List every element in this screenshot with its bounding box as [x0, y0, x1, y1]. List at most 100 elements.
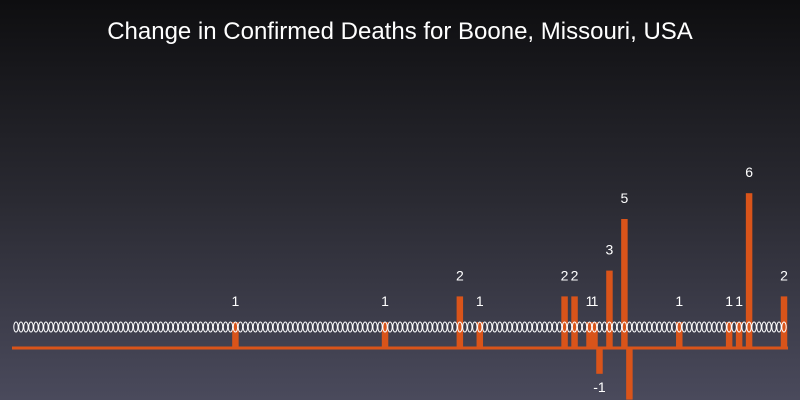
point-marker: [157, 321, 164, 333]
point-marker: [761, 321, 767, 333]
point-marker: [172, 321, 179, 333]
point-marker: [317, 321, 323, 333]
point-marker: [162, 321, 169, 333]
point-marker: [467, 321, 473, 333]
point-marker: [142, 321, 149, 333]
point-marker: [487, 321, 493, 333]
point-marker: [357, 321, 363, 333]
point-marker: [347, 321, 353, 333]
data-label: 1: [232, 293, 240, 309]
point-marker: [197, 321, 204, 333]
point-marker: [377, 321, 383, 333]
point-marker: [282, 321, 288, 333]
point-marker: [28, 321, 34, 333]
point-marker: [53, 321, 59, 333]
chart-title: Change in Confirmed Deaths for Boone, Mi…: [107, 18, 693, 45]
point-marker: [322, 321, 328, 333]
point-marker: [521, 321, 528, 333]
point-marker: [631, 321, 638, 333]
point-marker: [561, 321, 568, 333]
point-marker: [636, 321, 643, 333]
point-marker: [78, 321, 84, 333]
point-marker: [771, 321, 777, 333]
point-marker: [571, 321, 578, 333]
point-marker: [202, 321, 209, 333]
point-marker: [182, 321, 189, 333]
point-marker: [741, 321, 747, 333]
point-marker: [716, 321, 722, 333]
point-marker: [287, 321, 293, 333]
point-marker: [212, 321, 219, 333]
point-marker: [541, 321, 548, 333]
point-marker: [277, 321, 284, 333]
point-marker: [776, 321, 782, 333]
point-marker: [292, 321, 298, 333]
point-marker: [462, 321, 468, 333]
point-marker: [152, 321, 159, 333]
point-marker: [372, 321, 378, 333]
point-marker: [751, 321, 757, 333]
point-marker: [302, 321, 308, 333]
point-marker: [576, 321, 583, 333]
bar: [596, 348, 603, 374]
point-marker: [407, 321, 413, 333]
point-marker: [222, 321, 229, 333]
point-marker: [58, 321, 64, 333]
point-marker: [267, 321, 274, 333]
point-marker: [781, 321, 787, 333]
data-label: 1: [591, 293, 599, 309]
point-marker: [237, 321, 244, 333]
point-marker: [452, 321, 458, 333]
bar: [232, 322, 239, 348]
point-marker: [651, 321, 658, 333]
point-marker: [242, 321, 249, 333]
point-marker: [601, 321, 608, 333]
point-marker: [187, 321, 194, 333]
point-marker: [546, 321, 553, 333]
point-marker: [442, 321, 448, 333]
bar: [735, 322, 743, 348]
point-marker: [397, 321, 403, 333]
point-marker: [417, 321, 423, 333]
point-marker: [88, 321, 94, 333]
point-marker: [447, 321, 453, 333]
point-marker: [686, 321, 692, 333]
point-marker: [337, 321, 343, 333]
point-marker: [272, 321, 279, 333]
data-label: 3: [606, 242, 614, 258]
point-marker: [531, 321, 538, 333]
point-marker: [756, 321, 762, 333]
point-marker: [252, 321, 259, 333]
data-label: -1: [593, 379, 606, 395]
bar: [626, 348, 633, 400]
point-marker: [706, 321, 712, 333]
point-marker: [43, 321, 49, 333]
data-label: 1: [725, 293, 733, 309]
point-marker: [352, 321, 358, 333]
data-label: 2: [571, 267, 579, 283]
point-marker: [118, 321, 124, 333]
point-marker: [621, 321, 628, 333]
point-marker: [83, 321, 89, 333]
point-marker: [427, 321, 433, 333]
bar: [476, 322, 484, 348]
point-marker: [606, 321, 613, 333]
data-label: 2: [561, 267, 569, 283]
point-marker: [626, 321, 633, 333]
point-marker: [392, 321, 398, 333]
point-marker: [327, 321, 333, 333]
point-marker: [93, 321, 99, 333]
data-label: 1: [476, 293, 484, 309]
point-marker: [666, 321, 672, 333]
point-marker: [123, 321, 129, 333]
point-marker: [342, 321, 348, 333]
bar: [745, 193, 753, 348]
data-label: 2: [780, 267, 788, 283]
data-label: 2: [456, 267, 464, 283]
point-marker: [711, 321, 717, 333]
point-marker: [227, 321, 234, 333]
point-marker: [477, 321, 483, 333]
bar: [676, 322, 683, 348]
point-marker: [312, 321, 318, 333]
